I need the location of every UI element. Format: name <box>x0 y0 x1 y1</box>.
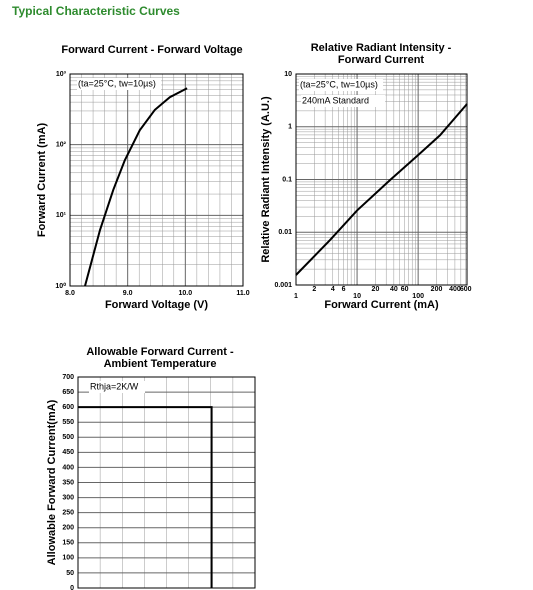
annotation: 240mA Standard <box>302 95 369 105</box>
chart-title: Ambient Temperature <box>104 358 217 370</box>
y-tick-label: 550 <box>62 419 74 426</box>
annotation-bg <box>77 78 161 90</box>
x-tick-label: 8.0 <box>65 290 75 297</box>
y-tick-label: 0.1 <box>282 176 292 183</box>
x-tick-label: 11.0 <box>236 290 249 297</box>
annotation-bg <box>89 381 145 393</box>
plot-frame <box>77 376 256 589</box>
y-tick-label: 200 <box>62 525 74 532</box>
y-tick-label: 1 <box>288 124 292 131</box>
x-minor-tick-label: 200 <box>431 286 443 293</box>
x-axis-label: Forward Voltage (V) <box>105 299 208 311</box>
y-tick-label: 500 <box>62 434 74 441</box>
y-tick-label: 10³ <box>56 71 67 78</box>
x-axis-label: Forward Current (mA) <box>324 299 439 311</box>
x-tick-label: 1 <box>294 293 298 300</box>
plot-frame <box>295 73 468 286</box>
y-tick-label: 100 <box>62 555 74 562</box>
x-minor-tick-label: 20 <box>372 286 380 293</box>
y-tick-label: 0 <box>70 585 74 590</box>
y-tick-label: 300 <box>62 494 74 501</box>
chart-title: Allowable Forward Current - <box>86 346 234 358</box>
x-minor-tick-label: 2 <box>312 286 316 293</box>
y-tick-label: 250 <box>62 509 74 516</box>
x-tick-label: 100 <box>412 293 424 300</box>
x-minor-tick-label: 60 <box>401 286 409 293</box>
y-tick-label: 700 <box>62 374 74 381</box>
annotation-bg <box>299 79 383 91</box>
curve <box>295 103 468 276</box>
annotation: Rthja=2K/W <box>90 381 139 391</box>
y-tick-label: 650 <box>62 389 74 396</box>
x-minor-tick-label: 4 <box>331 286 335 293</box>
y-axis-label: Forward Current (mA) <box>36 123 48 238</box>
chart-title: Forward Current - Forward Voltage <box>61 44 242 56</box>
y-tick-label: 10⁰ <box>55 282 66 290</box>
x-minor-tick-label: 6 <box>342 286 346 293</box>
y-tick-label: 10 <box>284 71 292 78</box>
y-tick-label: 0.01 <box>278 229 292 236</box>
chart-title: Forward Current <box>338 54 425 66</box>
y-tick-label: 150 <box>62 540 74 547</box>
x-tick-label: 10.0 <box>179 290 193 297</box>
y-axis-label: Allowable Forward Current(mA) <box>46 399 58 565</box>
derating-line <box>78 406 213 588</box>
x-tick-label: 10 <box>353 293 361 300</box>
plot-frame <box>69 73 244 287</box>
annotation-bg <box>301 95 385 107</box>
y-tick-label: 350 <box>62 479 74 486</box>
annotation: (ta=25°C, tw=10µs) <box>300 79 378 89</box>
annotation: (ta=25°C, tw=10µs) <box>78 78 156 88</box>
y-tick-label: 10¹ <box>56 212 67 219</box>
y-tick-label: 600 <box>62 404 74 411</box>
x-tick-label: 9.0 <box>123 290 133 297</box>
x-minor-tick-label: 600 <box>460 286 472 293</box>
curve <box>84 87 188 287</box>
x-minor-tick-label: 400 <box>449 286 461 293</box>
x-minor-tick-label: 40 <box>390 286 398 293</box>
y-tick-label: 10² <box>56 142 67 149</box>
y-tick-label: 50 <box>66 570 74 577</box>
y-tick-label: 0.001 <box>274 282 292 289</box>
y-tick-label: 400 <box>62 464 74 471</box>
page-title: Typical Characteristic Curves <box>12 4 180 18</box>
y-axis-label: Relative Radiant Intensity (A.U.) <box>260 96 272 263</box>
chart-title: Relative Radiant Intensity - <box>311 42 452 54</box>
y-tick-label: 450 <box>62 449 74 456</box>
